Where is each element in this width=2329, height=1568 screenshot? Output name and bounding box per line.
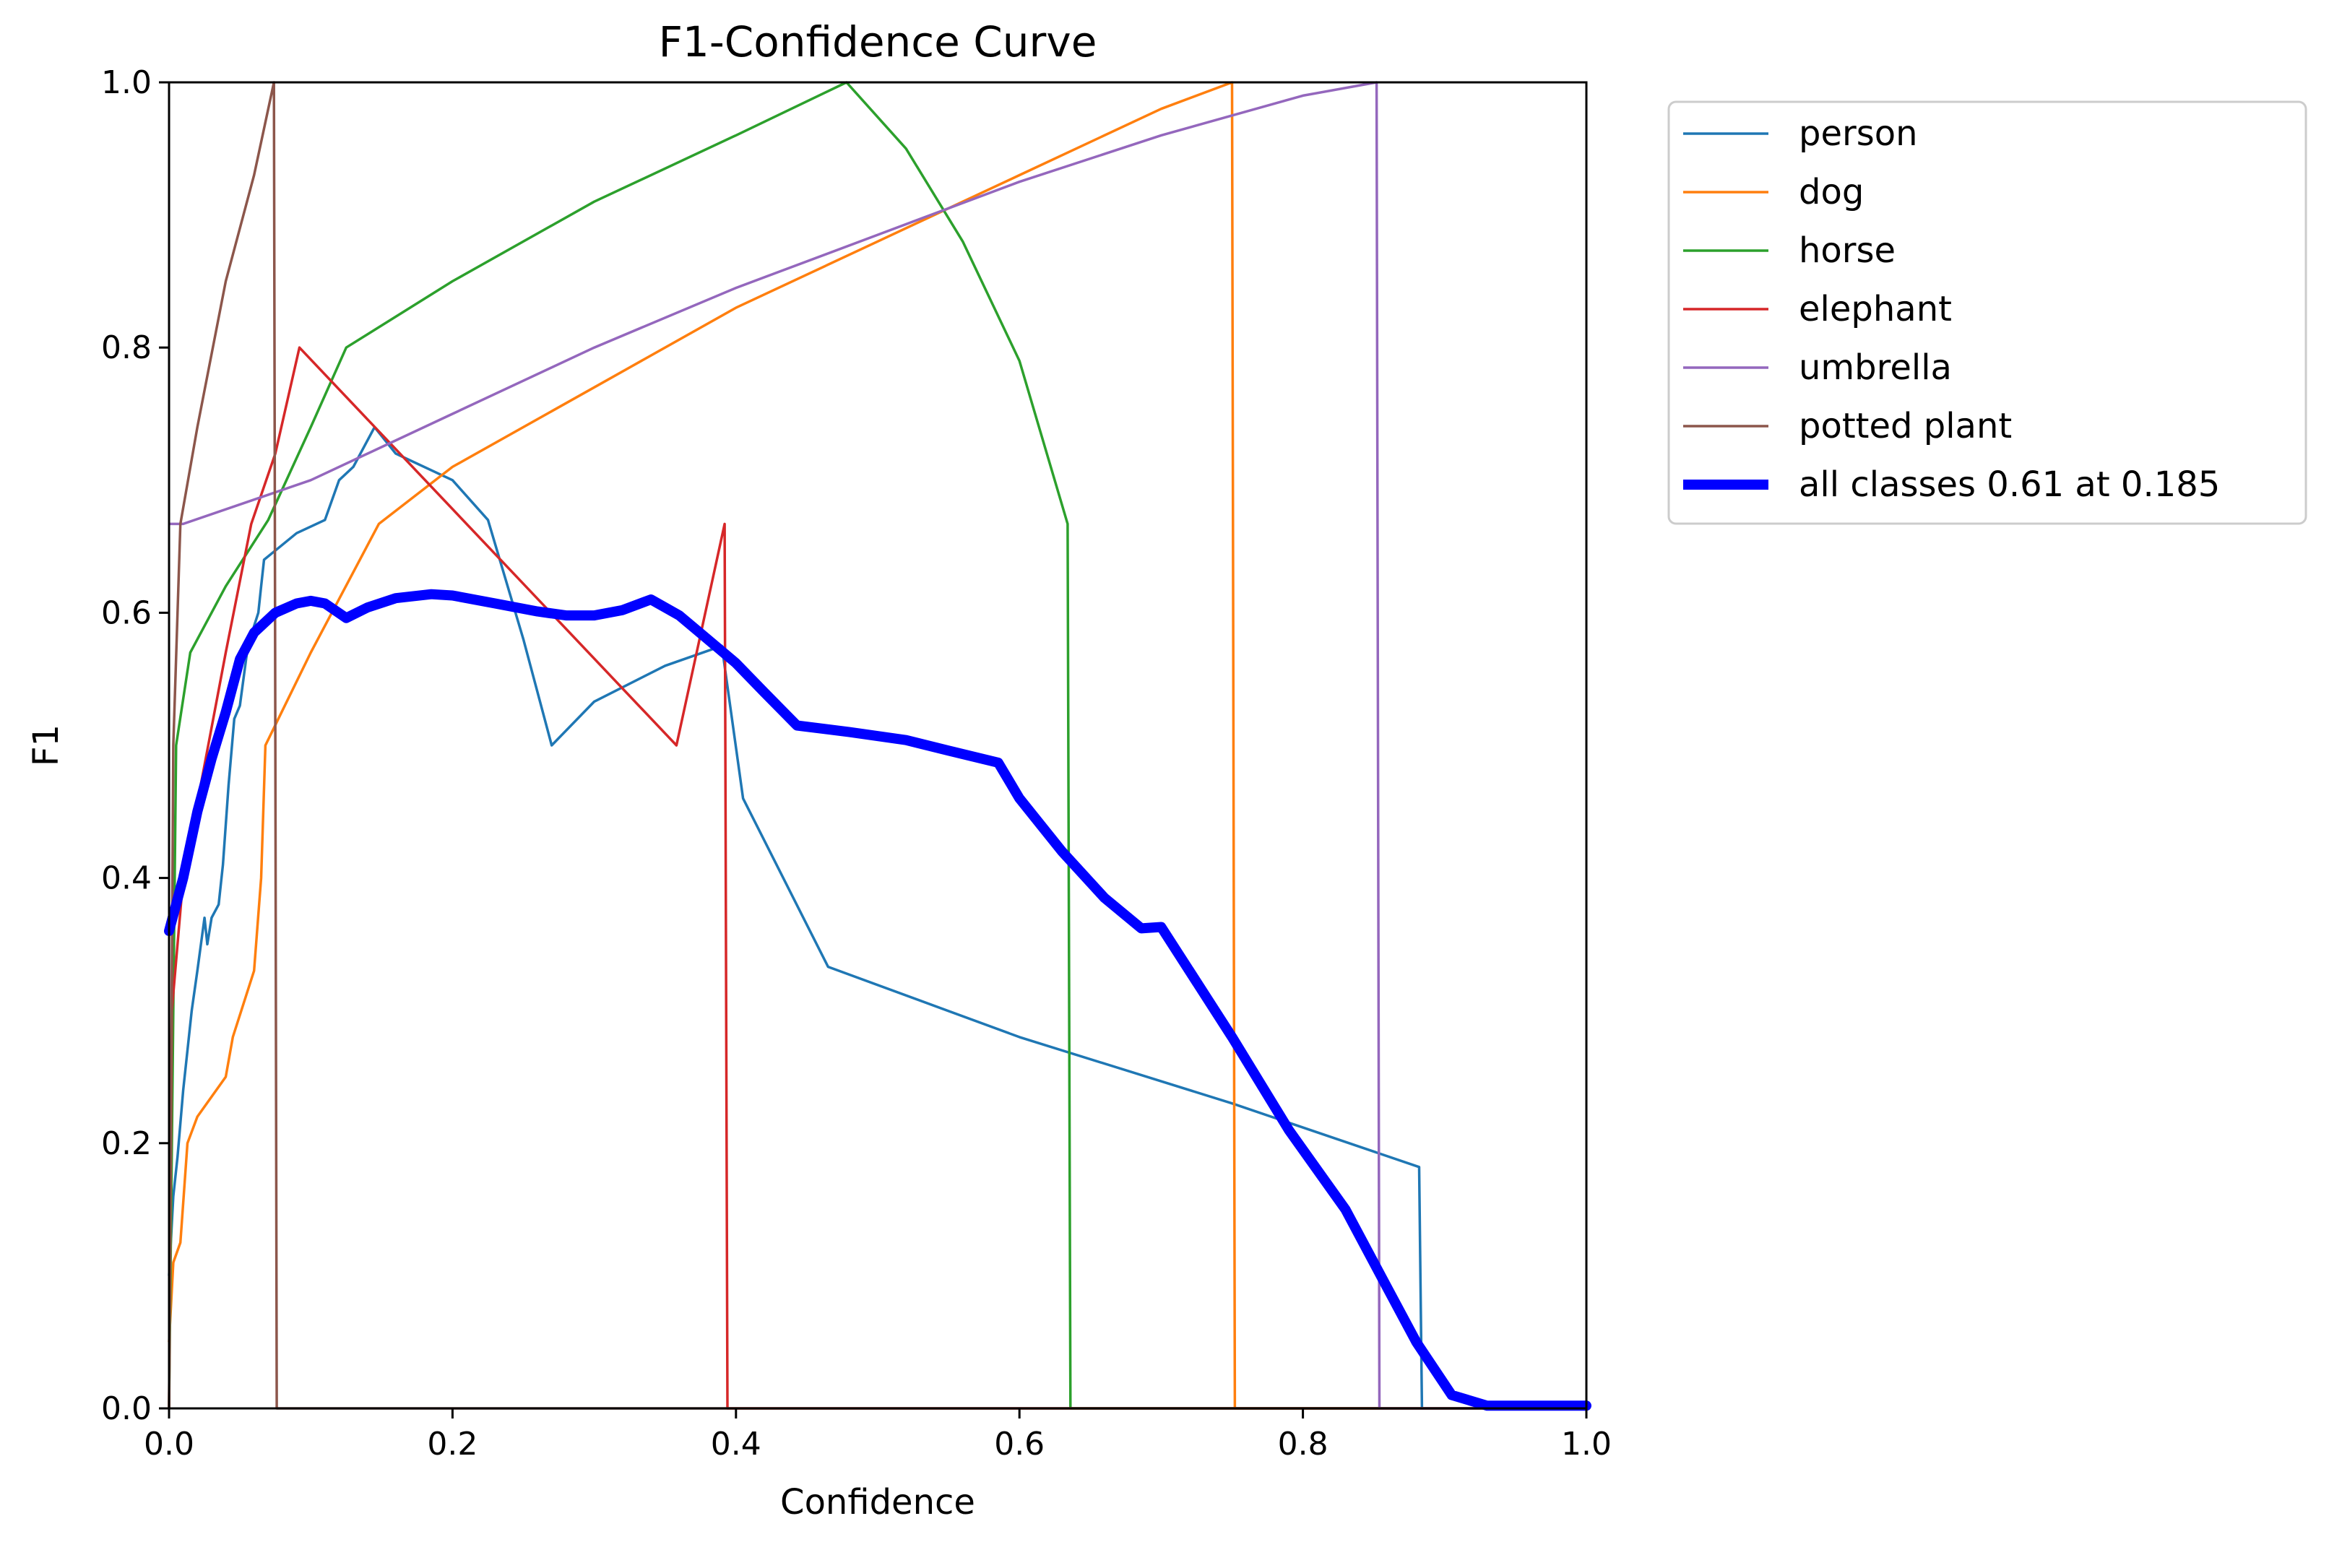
x-tick-label: 0.6 [994, 1426, 1045, 1463]
legend-label: horse [1799, 230, 1896, 271]
x-tick-label: 0.8 [1278, 1426, 1328, 1463]
chart-title: F1-Confidence Curve [659, 17, 1097, 66]
legend-label: person [1799, 113, 1918, 154]
legend-label: umbrella [1799, 347, 1952, 388]
y-tick-label: 0.2 [101, 1125, 152, 1162]
y-axis-ticks: 0.0 0.2 0.4 0.6 0.8 1.0 [101, 64, 169, 1427]
legend-label: elephant [1799, 289, 1952, 329]
y-tick-label: 1.0 [101, 64, 152, 101]
x-tick-label: 0.0 [144, 1426, 194, 1463]
legend-frame [1667, 100, 2307, 525]
y-tick-label: 0.0 [101, 1390, 152, 1427]
chart-legend: person dog horse elephant umbrella potted pla… [1667, 100, 2307, 525]
y-tick-label: 0.4 [101, 860, 152, 897]
x-tick-label: 0.4 [711, 1426, 761, 1463]
x-axis-label: Confidence [780, 1482, 975, 1522]
x-tick-label: 0.2 [427, 1426, 478, 1463]
legend-label: dog [1799, 172, 1864, 212]
legend-label: all classes 0.61 at 0.185 [1799, 464, 2220, 505]
y-axis-label: F1 [26, 724, 66, 766]
y-tick-label: 0.8 [101, 329, 152, 366]
series-line-potted-plant [168, 81, 1586, 1410]
series-line-horse [168, 81, 1586, 1410]
y-tick-label: 0.6 [101, 594, 152, 631]
legend-label: potted plant [1799, 406, 2012, 446]
series-line-all-classes-0-61-at-0-185 [164, 589, 1591, 1411]
series-line-dog [168, 81, 1586, 1410]
plot-area [164, 81, 1591, 1411]
axes-frame [168, 81, 1588, 1410]
x-tick-label: 1.0 [1561, 1426, 1612, 1463]
series-line-person [168, 425, 1586, 1410]
x-axis-ticks: 0.0 0.2 0.4 0.6 0.8 1.0 [144, 1408, 1612, 1463]
